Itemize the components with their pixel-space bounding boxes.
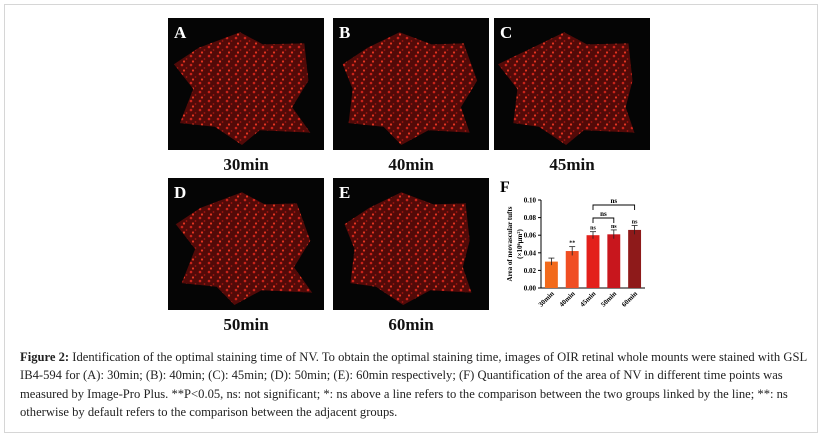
panel-time: 40min bbox=[388, 155, 434, 174]
comparison-label: ns bbox=[610, 197, 617, 205]
retina-mount bbox=[344, 192, 472, 305]
significance-label: ns bbox=[590, 226, 596, 232]
y-tick-label: 0.10 bbox=[524, 197, 537, 205]
panel-time: 45min bbox=[549, 155, 595, 174]
x-tick-label: 50min bbox=[599, 290, 618, 309]
caption-text: Identification of the optimal staining t… bbox=[20, 350, 807, 419]
panel-time: 30min bbox=[223, 155, 269, 174]
significance-label: ns bbox=[632, 220, 638, 226]
y-axis-unit: (×10⁶μm²) bbox=[516, 229, 524, 259]
comparison-bracket bbox=[592, 204, 636, 210]
x-tick-label: 40min bbox=[558, 290, 577, 309]
comparison-bracket bbox=[592, 217, 615, 223]
panel-letter: C bbox=[500, 23, 512, 42]
caption-label: Figure 2: bbox=[20, 350, 70, 364]
caption: Figure 2: Identification of the optimal … bbox=[20, 348, 810, 421]
retina-mount bbox=[173, 32, 311, 145]
figure: A 30min B 40min C 45min D 50min E 60min F Area of n… bbox=[168, 18, 650, 334]
figure-frame bbox=[4, 4, 818, 433]
y-tick-label: 0.02 bbox=[524, 267, 537, 275]
panel-letter: D bbox=[174, 183, 186, 202]
retina-mount bbox=[498, 32, 635, 145]
bar bbox=[607, 234, 621, 288]
panel-time: 50min bbox=[223, 315, 269, 334]
bar bbox=[586, 235, 600, 288]
retina-mount bbox=[175, 192, 313, 305]
significance-label: ns bbox=[611, 224, 617, 230]
bar bbox=[628, 229, 642, 288]
panel-letter: B bbox=[339, 23, 350, 42]
panel-time: 60min bbox=[388, 315, 434, 334]
retina-mount bbox=[342, 32, 478, 145]
bar bbox=[565, 251, 579, 288]
y-tick-label: 0.06 bbox=[524, 232, 537, 240]
panel-letter: E bbox=[339, 183, 350, 202]
bar bbox=[544, 261, 558, 288]
y-tick-label: 0.08 bbox=[524, 214, 537, 222]
significance-label: ** bbox=[569, 241, 575, 247]
x-tick-label: 60min bbox=[620, 290, 639, 309]
x-tick-label: 30min bbox=[537, 290, 556, 309]
y-tick-label: 0.00 bbox=[524, 285, 537, 293]
panel-letter: A bbox=[174, 23, 187, 42]
y-axis-label: Area of neovascular tufts bbox=[506, 206, 514, 281]
y-tick-label: 0.04 bbox=[524, 249, 537, 257]
chart-panel-letter: F bbox=[500, 179, 510, 196]
comparison-label: ns bbox=[600, 210, 607, 218]
x-tick-label: 45min bbox=[579, 290, 598, 309]
